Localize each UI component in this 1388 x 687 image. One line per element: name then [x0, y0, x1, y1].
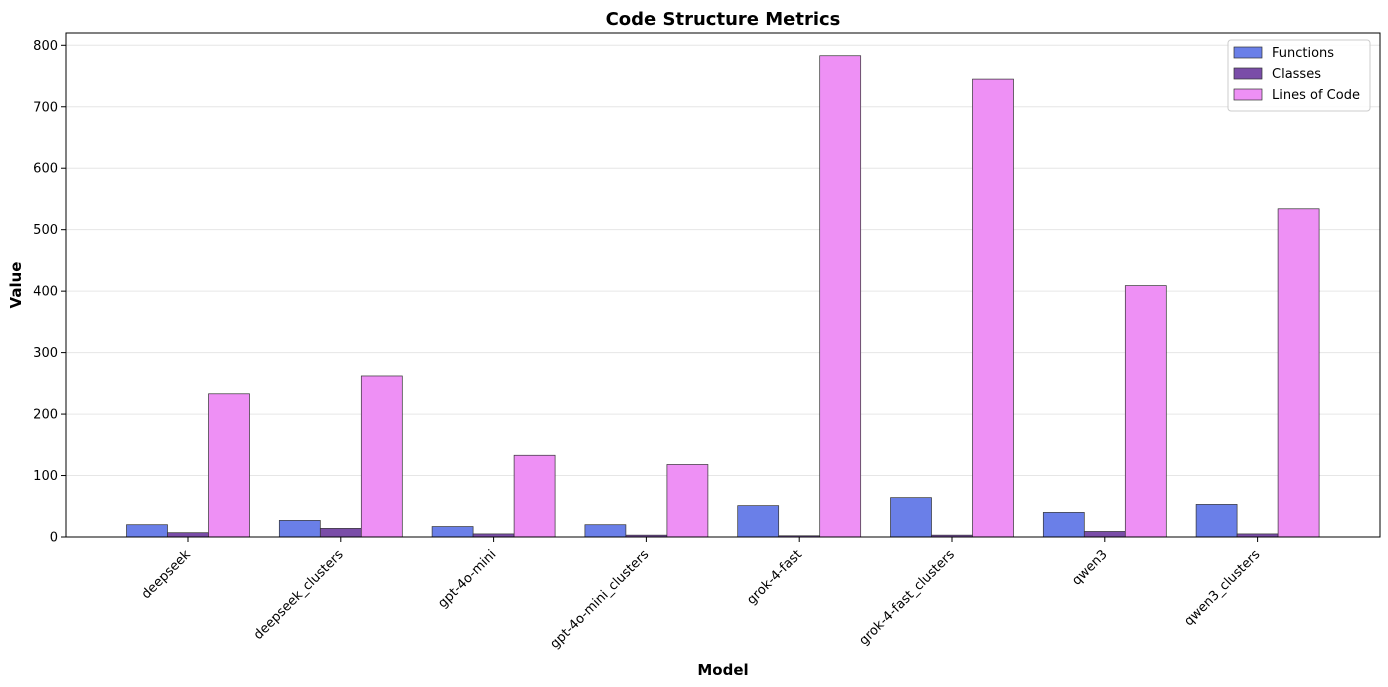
bar-functions	[890, 497, 932, 538]
bar-lines-of-code	[666, 464, 709, 538]
y-axis-title: Value	[7, 262, 25, 309]
y-tick-label: 100	[33, 469, 58, 484]
y-tick-label: 200	[33, 408, 58, 423]
legend-swatch	[1233, 46, 1263, 59]
legend-label: Lines of Code	[1272, 88, 1360, 103]
bar-lines-of-code	[819, 55, 862, 538]
chart-title: Code Structure Metrics	[606, 9, 841, 30]
bar-classes	[167, 532, 209, 538]
bar-lines-of-code	[1277, 208, 1320, 538]
bar-lines-of-code	[972, 78, 1014, 538]
gridlines	[66, 44, 1380, 538]
bar-classes	[319, 528, 362, 538]
bar-functions	[126, 524, 168, 538]
bar-lines-of-code	[1124, 285, 1167, 538]
legend-box	[1227, 39, 1371, 112]
bar-functions	[1042, 512, 1085, 538]
x-tick-label: qwen3	[1069, 547, 1110, 588]
legend: Functions Classes Lines of Code	[1227, 39, 1371, 112]
y-tick-label: 800	[33, 39, 58, 54]
x-tick-label: deepseek_clusters	[251, 547, 347, 643]
bar-functions	[584, 524, 627, 538]
y-tick-label: 300	[33, 346, 58, 361]
legend-swatch	[1233, 88, 1263, 101]
y-tick-label: 0	[50, 531, 58, 546]
bar-lines-of-code	[513, 454, 556, 538]
x-tick-label: grok-4-fast	[744, 547, 805, 608]
y-axis-ticks: 0 100 200 300 400 500 600 700 800	[33, 39, 66, 546]
bar-lines-of-code	[360, 375, 403, 538]
y-tick-label: 700	[33, 100, 58, 115]
legend-label: Functions	[1272, 46, 1334, 61]
x-tick-label: deepseek	[139, 547, 194, 602]
bar-functions	[278, 520, 321, 538]
bar-functions	[737, 505, 780, 538]
x-tick-label: gpt-4o-mini_clusters	[548, 547, 653, 652]
x-tick-label: grok-4-fast_clusters	[856, 547, 958, 649]
y-tick-label: 400	[33, 285, 58, 300]
bars	[126, 55, 1320, 538]
legend-swatch	[1233, 67, 1263, 80]
x-axis-ticks: deepseek deepseek_clusters gpt-4o-mini gpt-…	[139, 537, 1264, 652]
x-tick-label: qwen3_clusters	[1181, 547, 1263, 629]
legend-label: Classes	[1272, 67, 1321, 82]
x-axis-title: Model	[697, 661, 748, 679]
plot-frame	[65, 32, 1381, 538]
x-tick-label: gpt-4o-mini	[435, 547, 499, 611]
y-tick-label: 500	[33, 223, 58, 238]
bar-functions	[431, 526, 474, 538]
y-tick-label: 600	[33, 162, 58, 177]
bar-lines-of-code	[208, 393, 250, 538]
bar-functions	[1195, 504, 1238, 538]
bar-classes	[1083, 531, 1126, 538]
